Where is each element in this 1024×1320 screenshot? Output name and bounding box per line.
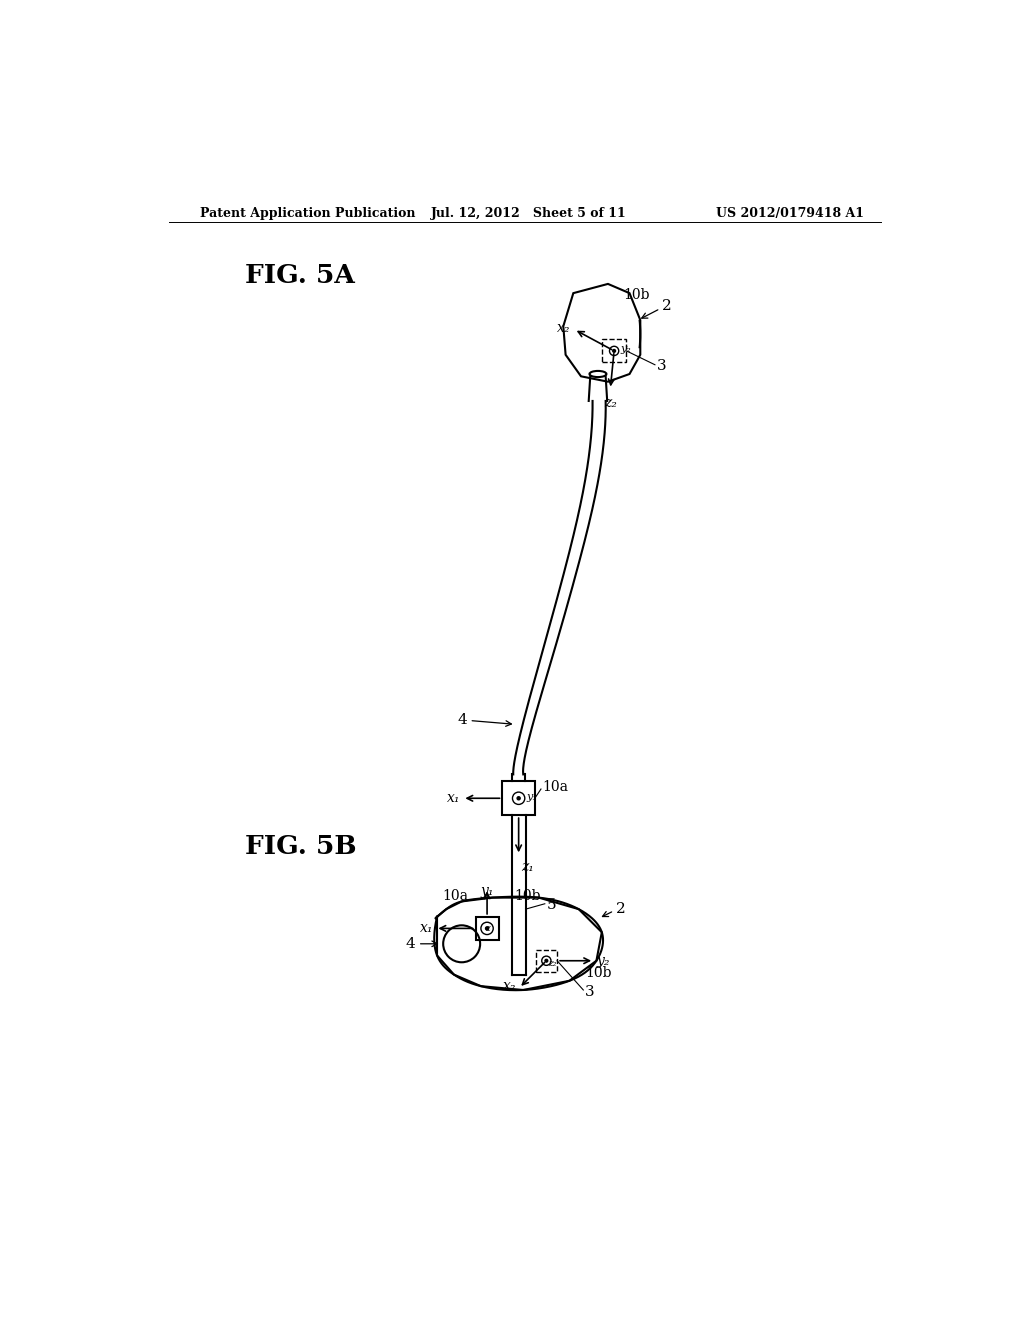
Text: 10a: 10a xyxy=(543,780,568,793)
Text: 5: 5 xyxy=(547,899,556,912)
Text: Jul. 12, 2012   Sheet 5 of 11: Jul. 12, 2012 Sheet 5 of 11 xyxy=(431,207,627,220)
Text: 2: 2 xyxy=(662,300,672,313)
Text: FIG. 5A: FIG. 5A xyxy=(245,263,354,288)
Text: 3: 3 xyxy=(656,359,666,374)
Text: y₂: y₂ xyxy=(596,954,610,968)
Circle shape xyxy=(612,350,615,352)
Circle shape xyxy=(517,797,520,800)
Text: FIG. 5B: FIG. 5B xyxy=(245,833,356,858)
Circle shape xyxy=(485,927,488,929)
Text: z: z xyxy=(484,924,489,933)
Bar xyxy=(602,339,627,363)
Text: 10b: 10b xyxy=(514,890,541,903)
Circle shape xyxy=(545,960,548,962)
Text: 2: 2 xyxy=(615,902,626,916)
Text: x₂: x₂ xyxy=(504,979,517,994)
Text: x₁: x₁ xyxy=(446,791,460,805)
Text: y₁: y₁ xyxy=(480,884,494,898)
Text: z₁: z₁ xyxy=(521,859,534,874)
Text: z₂: z₂ xyxy=(548,960,556,969)
Text: y₂: y₂ xyxy=(621,345,631,354)
Text: 10b: 10b xyxy=(585,966,611,979)
Bar xyxy=(475,917,499,940)
Text: Patent Application Publication: Patent Application Publication xyxy=(200,207,416,220)
Text: z₂: z₂ xyxy=(604,396,616,409)
Text: 10a: 10a xyxy=(441,890,468,903)
Text: 4: 4 xyxy=(406,937,416,950)
Bar xyxy=(536,950,557,972)
Text: x₁: x₁ xyxy=(420,921,433,936)
Text: 10b: 10b xyxy=(624,289,650,302)
Text: 4: 4 xyxy=(458,714,467,727)
Bar xyxy=(503,781,535,816)
Text: 3: 3 xyxy=(585,985,595,998)
Text: US 2012/0179418 A1: US 2012/0179418 A1 xyxy=(716,207,864,220)
Text: y₁: y₁ xyxy=(526,792,538,803)
Text: x₂: x₂ xyxy=(557,321,570,335)
